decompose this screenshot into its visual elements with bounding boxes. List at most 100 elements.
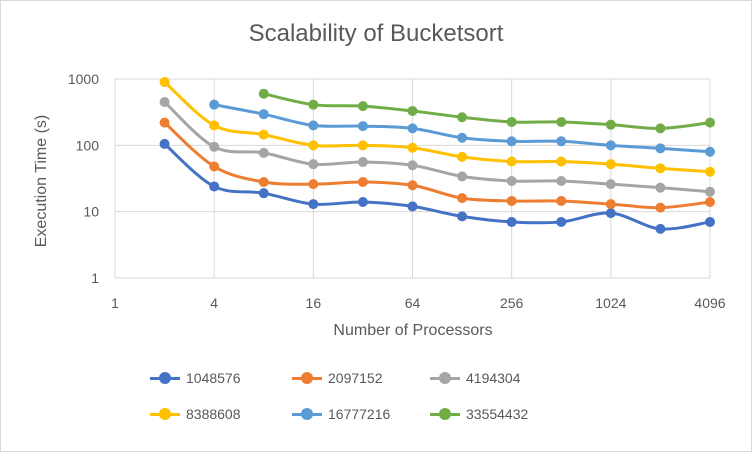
data-point	[556, 195, 567, 206]
data-point	[457, 193, 468, 204]
legend-label: 1048576	[186, 370, 241, 386]
data-point	[605, 208, 616, 219]
data-point	[506, 156, 517, 167]
data-point	[258, 188, 269, 199]
legend-item: 2097152	[292, 370, 383, 386]
data-point	[308, 159, 319, 170]
data-point	[506, 216, 517, 227]
y-tick-label: 1	[91, 270, 99, 286]
x-tick-label: 4096	[694, 295, 725, 311]
data-point	[308, 99, 319, 110]
x-tick-label: 1	[111, 295, 119, 311]
data-point	[556, 175, 567, 186]
series-line	[263, 92, 711, 130]
data-point	[407, 142, 418, 153]
data-point	[159, 117, 170, 128]
legend-item: 1048576	[150, 370, 241, 386]
data-point	[705, 196, 715, 207]
legend-label: 2097152	[328, 370, 383, 386]
data-point	[655, 182, 666, 193]
x-tick-label: 256	[500, 295, 524, 311]
data-point	[556, 116, 567, 127]
series-layer	[159, 77, 715, 234]
data-point	[655, 202, 666, 213]
data-point	[308, 140, 319, 151]
series-33554432	[258, 88, 715, 134]
x-axis-label: Number of Processors	[333, 322, 493, 339]
data-point	[258, 109, 269, 120]
legend-item: 8388608	[150, 406, 241, 422]
data-point	[457, 151, 468, 162]
data-point	[457, 211, 468, 222]
series-16777216	[209, 99, 715, 157]
series-1048576	[159, 138, 715, 234]
x-tick-label: 4	[210, 295, 218, 311]
data-point	[655, 143, 666, 154]
tick-labels: 1 10 100 1000 1 4 16 64 256 1024 4096	[68, 71, 726, 311]
series-8388608	[159, 77, 715, 177]
data-point	[258, 88, 269, 99]
data-point	[457, 112, 468, 123]
data-point	[209, 120, 220, 131]
data-point	[457, 171, 468, 182]
data-point	[556, 216, 567, 227]
data-point	[209, 99, 220, 110]
legend-swatch	[430, 408, 460, 420]
data-point	[705, 117, 715, 128]
data-point	[308, 199, 319, 210]
data-point	[308, 120, 319, 131]
data-point	[357, 196, 368, 207]
data-point	[506, 195, 517, 206]
data-point	[605, 179, 616, 190]
data-point	[258, 129, 269, 140]
data-point	[705, 186, 715, 197]
legend-swatch	[292, 408, 322, 420]
data-point	[407, 105, 418, 116]
series-4194304	[159, 97, 715, 197]
x-tick-label: 64	[405, 295, 421, 311]
data-point	[506, 116, 517, 127]
y-tick-label: 100	[76, 137, 100, 153]
data-point	[159, 97, 170, 108]
legend-label: 33554432	[466, 406, 529, 422]
legend-swatch	[430, 372, 460, 384]
data-point	[209, 181, 220, 192]
data-point	[705, 216, 715, 227]
data-point	[655, 123, 666, 134]
data-point	[605, 140, 616, 151]
data-point	[705, 166, 715, 177]
data-point	[556, 156, 567, 167]
data-point	[457, 132, 468, 143]
legend-swatch	[150, 372, 180, 384]
data-point	[655, 223, 666, 234]
data-point	[308, 179, 319, 190]
data-point	[556, 136, 567, 147]
data-point	[209, 161, 220, 172]
data-point	[357, 101, 368, 112]
legend-swatch	[292, 372, 322, 384]
data-point	[159, 77, 170, 88]
legend-label: 8388608	[186, 406, 241, 422]
data-point	[258, 177, 269, 188]
x-tick-label: 1024	[595, 295, 626, 311]
data-point	[159, 138, 170, 149]
data-point	[357, 121, 368, 132]
data-point	[506, 136, 517, 147]
data-point	[705, 146, 715, 157]
legend-item: 4194304	[430, 370, 521, 386]
legend-item: 16777216	[292, 406, 390, 422]
data-point	[357, 140, 368, 151]
data-point	[357, 157, 368, 168]
data-point	[655, 163, 666, 174]
data-point	[407, 201, 418, 212]
data-point	[407, 180, 418, 191]
data-point	[357, 177, 368, 188]
series-2097152	[159, 117, 715, 213]
legend-item: 33554432	[430, 406, 528, 422]
y-tick-label: 1000	[68, 71, 99, 87]
legend-swatch	[150, 408, 180, 420]
data-point	[407, 160, 418, 171]
data-point	[605, 199, 616, 210]
